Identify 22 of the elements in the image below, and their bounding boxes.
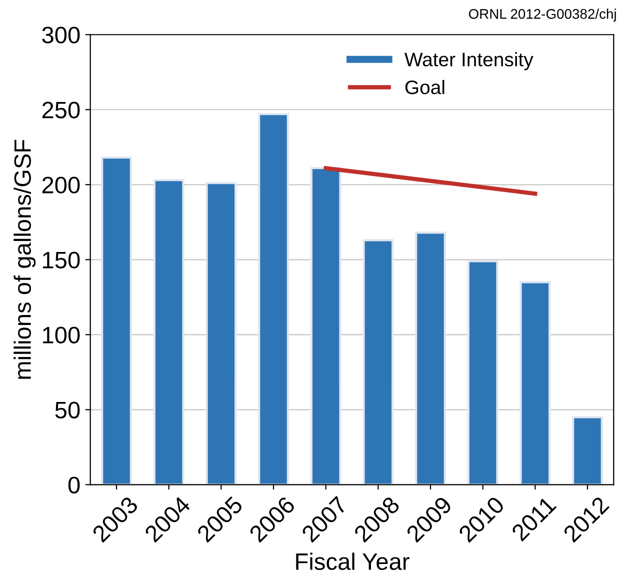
bar — [572, 416, 603, 485]
bar — [310, 167, 342, 485]
y-tick-label: 250 — [42, 102, 80, 118]
y-tick-label: 50 — [55, 402, 80, 418]
text: ORNL 2012-G00382/chj — [468, 8, 616, 22]
legend-label: Goal — [405, 80, 444, 94]
bar — [206, 182, 237, 485]
y-tick-label: 0 — [68, 476, 80, 494]
x-axis-title: Fiscal Year — [296, 552, 410, 570]
bar — [362, 239, 394, 485]
y-axis-title: millions of gallons/GSF — [14, 140, 36, 379]
y-tick-label: 300 — [42, 26, 80, 44]
bar — [520, 281, 551, 485]
y-tick-label: 200 — [42, 176, 80, 194]
bar — [415, 232, 446, 485]
bar — [467, 260, 498, 485]
bar — [258, 113, 289, 485]
y-tick-label: 100 — [43, 326, 80, 344]
bar — [101, 156, 132, 485]
bar — [153, 179, 184, 485]
legend-label: Water Intensity — [404, 52, 534, 70]
y-tick-label: 150 — [43, 252, 80, 268]
